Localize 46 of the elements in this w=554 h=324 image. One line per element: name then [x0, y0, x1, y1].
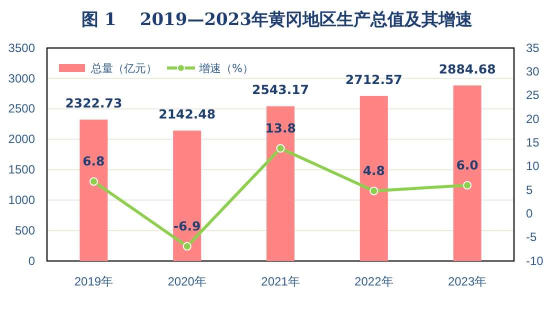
x-tick-label: 2023年	[448, 274, 487, 289]
y2-tick-label: -5	[526, 230, 537, 244]
y-tick-label: 1000	[8, 192, 36, 207]
data-label: 2322.73	[65, 96, 122, 111]
y2-tick-label: 0	[526, 206, 533, 221]
x-tick-label: 2022年	[354, 274, 394, 289]
point	[89, 177, 98, 186]
y2-tick-label: 15	[526, 136, 540, 150]
point	[370, 186, 378, 196]
bar	[360, 96, 388, 261]
y2-tick-label: 30	[526, 64, 540, 79]
point	[276, 144, 285, 153]
y-tick-label: 2000	[8, 132, 36, 146]
y2-tick-label: 5	[526, 182, 533, 197]
bar	[173, 130, 202, 261]
data-label: 2884.68	[438, 61, 496, 76]
y2-tick-label: 20	[526, 112, 540, 126]
data-label: 2712.57	[345, 72, 402, 87]
y2-tick-label: 25	[526, 88, 540, 102]
chart-title: 图 1 2019—2023年黄冈地区生产总值及其增速	[81, 10, 473, 30]
legend-label: 总量（亿元）	[90, 62, 157, 75]
data-label: 2142.48	[158, 106, 216, 122]
x-tick-label: 2019年	[74, 274, 114, 289]
data-label: 4.8	[362, 162, 385, 178]
data-label: 13.8	[265, 120, 296, 136]
point	[182, 242, 192, 251]
data-label: -6.9	[173, 218, 201, 234]
y-tick-label: 2500	[8, 102, 36, 116]
y2-tick-label: 10	[526, 159, 540, 174]
y-tick-label: 0	[28, 254, 36, 268]
point	[463, 180, 472, 190]
x-tick-label: 2020年	[168, 274, 206, 289]
y-tick-label: 3500	[8, 40, 36, 55]
y-tick-label: 1500	[8, 162, 36, 177]
bar	[453, 85, 482, 261]
bar	[80, 120, 108, 261]
y-tick-label: 3000	[8, 71, 36, 86]
x-tick-label: 2021年	[261, 274, 300, 289]
data-label: 6.0	[456, 157, 479, 172]
y2-tick-label: 35	[526, 40, 540, 55]
y2-tick-label: -10	[526, 254, 544, 268]
data-label: 2543.17	[252, 82, 309, 98]
y-tick-label: 500	[14, 223, 36, 238]
bar	[266, 106, 295, 261]
legend-label: 增速（%）	[198, 62, 254, 75]
data-label: 6.8	[82, 153, 105, 168]
